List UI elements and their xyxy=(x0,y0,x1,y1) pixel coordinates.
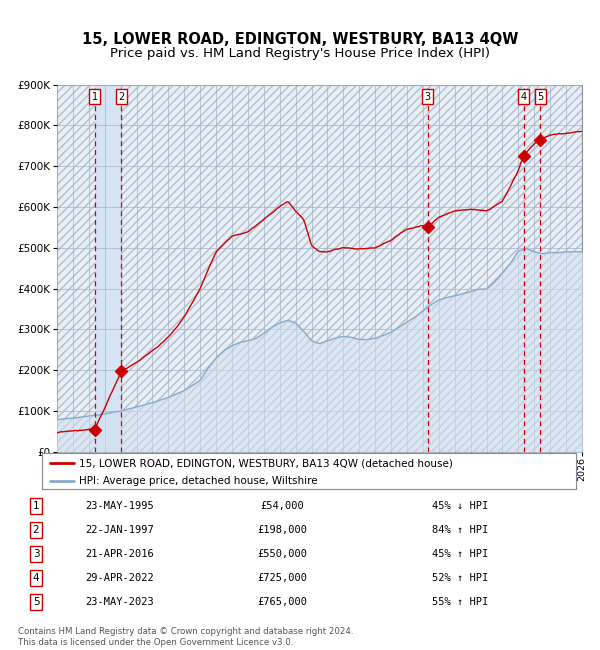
Text: 3: 3 xyxy=(425,92,431,102)
Text: 45% ↑ HPI: 45% ↑ HPI xyxy=(432,549,488,559)
Text: 23-MAY-1995: 23-MAY-1995 xyxy=(86,501,154,511)
Text: 4: 4 xyxy=(32,573,40,583)
Text: 5: 5 xyxy=(32,597,40,607)
Text: Contains HM Land Registry data © Crown copyright and database right 2024.
This d: Contains HM Land Registry data © Crown c… xyxy=(18,627,353,647)
Text: £198,000: £198,000 xyxy=(257,525,307,535)
Text: 3: 3 xyxy=(32,549,40,559)
Text: HPI: Average price, detached house, Wiltshire: HPI: Average price, detached house, Wilt… xyxy=(79,476,318,486)
Text: 2: 2 xyxy=(118,92,125,102)
Text: 4: 4 xyxy=(521,92,527,102)
Text: 15, LOWER ROAD, EDINGTON, WESTBURY, BA13 4QW (detached house): 15, LOWER ROAD, EDINGTON, WESTBURY, BA13… xyxy=(79,458,453,468)
Text: 52% ↑ HPI: 52% ↑ HPI xyxy=(432,573,488,583)
Bar xyxy=(57,84,582,452)
Text: 55% ↑ HPI: 55% ↑ HPI xyxy=(432,597,488,607)
Text: £550,000: £550,000 xyxy=(257,549,307,559)
Text: 84% ↑ HPI: 84% ↑ HPI xyxy=(432,525,488,535)
Text: 22-JAN-1997: 22-JAN-1997 xyxy=(86,525,154,535)
Text: 15, LOWER ROAD, EDINGTON, WESTBURY, BA13 4QW: 15, LOWER ROAD, EDINGTON, WESTBURY, BA13… xyxy=(82,31,518,47)
Text: 5: 5 xyxy=(537,92,544,102)
Text: 21-APR-2016: 21-APR-2016 xyxy=(86,549,154,559)
Text: £54,000: £54,000 xyxy=(260,501,304,511)
Text: 45% ↓ HPI: 45% ↓ HPI xyxy=(432,501,488,511)
Text: £725,000: £725,000 xyxy=(257,573,307,583)
Text: Price paid vs. HM Land Registry's House Price Index (HPI): Price paid vs. HM Land Registry's House … xyxy=(110,47,490,60)
Text: 2: 2 xyxy=(32,525,40,535)
Bar xyxy=(95,84,121,452)
Text: 1: 1 xyxy=(32,501,40,511)
Text: 23-MAY-2023: 23-MAY-2023 xyxy=(86,597,154,607)
Text: 1: 1 xyxy=(92,92,98,102)
Text: 29-APR-2022: 29-APR-2022 xyxy=(86,573,154,583)
Text: £765,000: £765,000 xyxy=(257,597,307,607)
